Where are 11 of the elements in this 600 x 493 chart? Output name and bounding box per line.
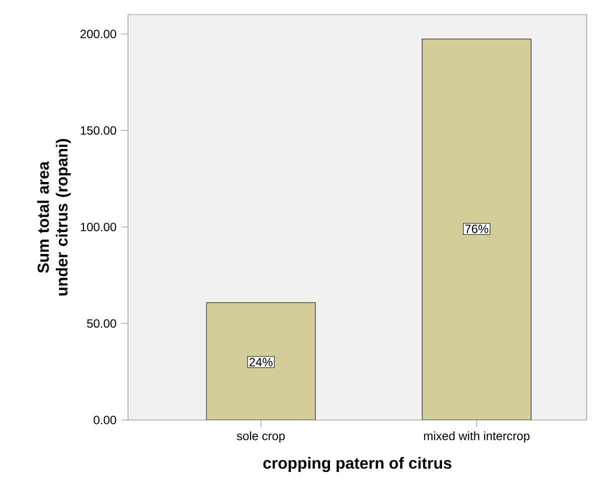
y-tick-label: 200.00 xyxy=(80,30,116,38)
annotation: 76% xyxy=(465,224,488,234)
x-tick-label: mixed with intercrop xyxy=(424,431,530,443)
y-tick-label: 50.00 xyxy=(87,319,116,328)
y-axis-title: Sum total area under citrus (ropani) xyxy=(37,139,71,296)
y-tick-label: 0.00 xyxy=(94,416,116,424)
annotation: 24% xyxy=(249,358,272,366)
x-axis-title: cropping patern of citrus xyxy=(263,457,452,472)
y-tick-label: 150.00 xyxy=(80,126,116,135)
y-tick-label: 100.00 xyxy=(80,222,116,232)
x-tick-label: sole crop xyxy=(236,431,285,443)
